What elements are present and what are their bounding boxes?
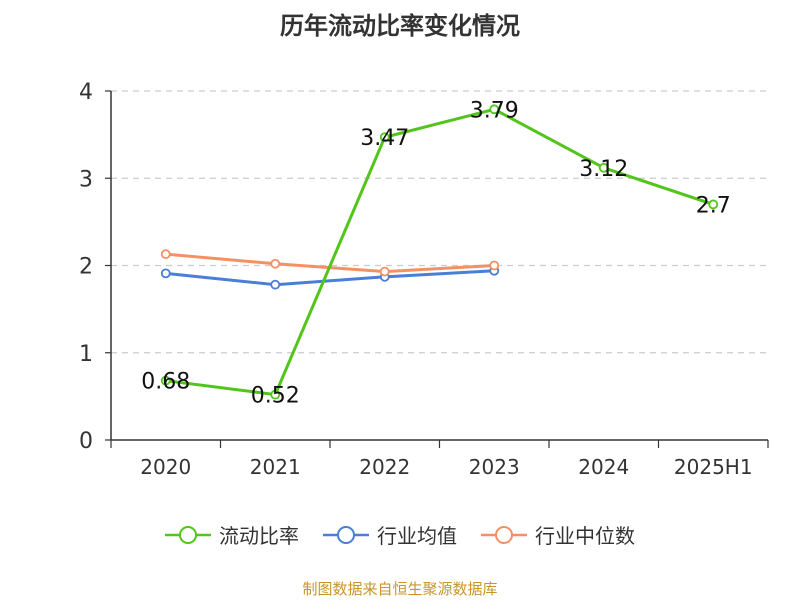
data-point [160,249,171,260]
data-label: 3.47 [360,126,409,151]
data-point [379,132,390,143]
legend: 流动比率 行业均值 行业中位数 [0,520,800,549]
legend-swatch-current-ratio [165,525,211,544]
x-tick-label: 2022 [359,455,410,479]
data-label: 2.7 [696,193,731,218]
x-tick-label: 2023 [469,455,520,479]
data-point [160,268,171,279]
y-tick-label: 4 [79,80,93,105]
chart-title: 历年流动比率变化情况 [280,12,520,40]
legend-item-industry-mean[interactable]: 行业均值 [323,520,457,549]
y-tick-label: 2 [79,255,93,280]
x-tick-label: 2025H1 [674,455,753,479]
legend-item-industry-median[interactable]: 行业中位数 [481,520,635,549]
x-tick-label: 2021 [250,455,301,479]
y-tick-label: 0 [79,429,93,454]
series-line [165,107,714,397]
data-label: 0.68 [141,370,190,395]
data-label: 0.52 [251,384,300,409]
x-tick-label: 2020 [140,455,191,479]
y-tick-label: 1 [79,342,93,367]
data-point [489,104,500,115]
data-point [160,375,171,386]
data-point [270,279,281,290]
data-point [379,266,390,277]
legend-item-current-ratio[interactable]: 流动比率 [165,520,299,549]
legend-swatch-industry-mean [323,525,369,544]
data-label: 3.79 [470,98,519,123]
legend-swatch-industry-median [481,525,527,544]
data-point [708,199,719,210]
legend-label-industry-mean: 行业均值 [377,524,457,548]
data-source-note: 制图数据来自恒生聚源数据库 [302,580,498,598]
data-point [489,260,500,271]
data-label: 3.12 [579,157,628,182]
y-tick-label: 3 [79,167,93,192]
data-point [270,389,281,400]
data-point [598,162,609,173]
legend-label-current-ratio: 流动比率 [219,524,299,548]
series-line [165,269,495,287]
legend-label-industry-median: 行业中位数 [535,524,635,548]
data-point [270,258,281,269]
x-tick-label: 2024 [578,455,629,479]
